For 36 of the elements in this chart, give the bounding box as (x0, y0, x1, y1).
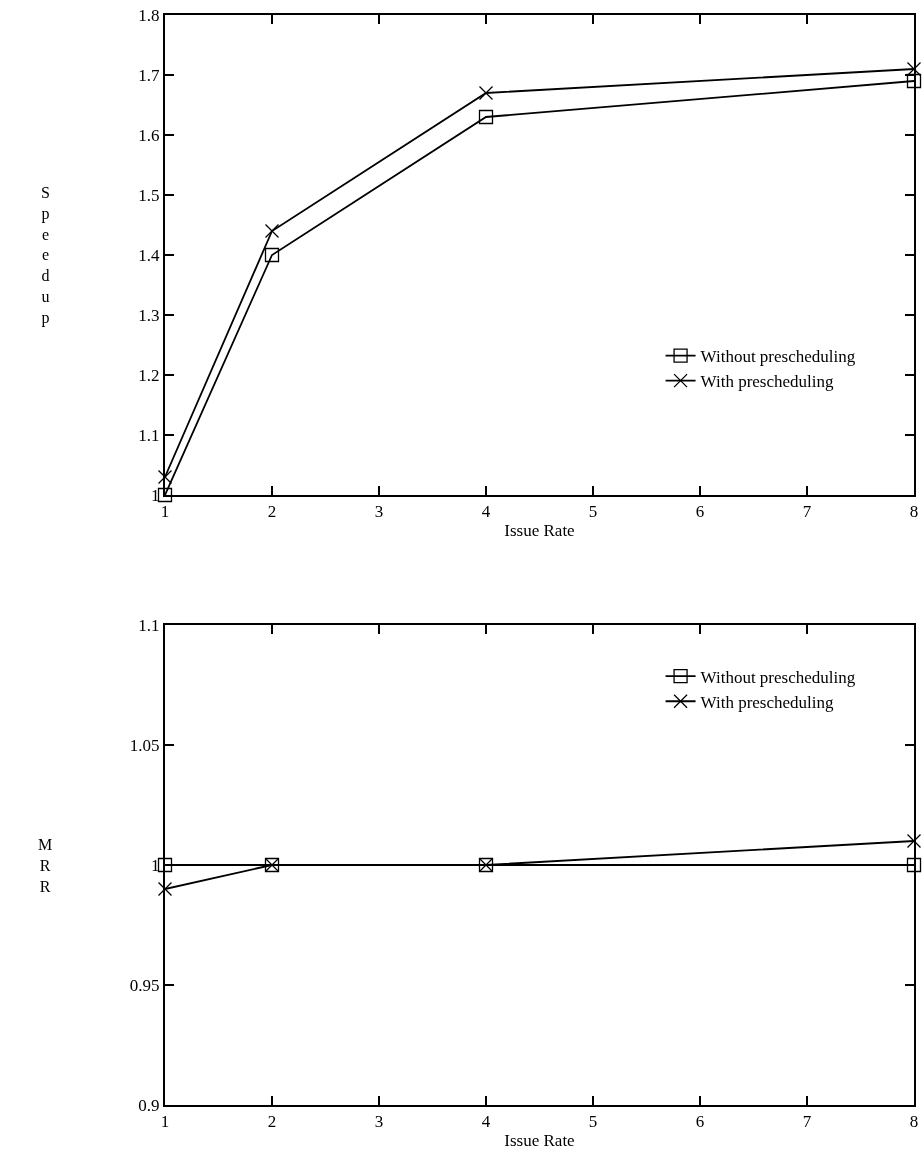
x-tick-label: 8 (909, 502, 919, 522)
legend-label: Without prescheduling (700, 347, 856, 367)
x-tick-label: 4 (481, 1112, 491, 1132)
y-axis-title: MRR (38, 836, 53, 895)
y-tick-label: 1 (151, 485, 160, 505)
y-tick-label: 0.9 (138, 1095, 160, 1115)
y-tick-label: 1.1 (138, 425, 160, 445)
y-tick-label: 1.3 (138, 305, 160, 325)
y-tick-label: 1.7 (138, 65, 161, 85)
x-axis-title: Issue Rate (504, 1131, 575, 1150)
y-tick-label: 1.6 (138, 125, 160, 145)
y-tick-label: 1.5 (138, 185, 160, 205)
y-tick-label: 0.95 (129, 975, 160, 995)
x-tick-label: 2 (267, 1112, 277, 1132)
x-tick-label: 3 (374, 502, 384, 522)
y-tick-label: 1.4 (138, 245, 161, 265)
x-tick-label: 6 (695, 1112, 705, 1132)
y-axis-title: Speedup (41, 184, 50, 327)
y-tick-label: 1.8 (138, 5, 160, 25)
legend-label: Without prescheduling (700, 667, 856, 687)
x-tick-label: 5 (588, 1112, 598, 1132)
y-tick-label: 1.1 (138, 615, 160, 635)
x-tick-label: 3 (374, 1112, 384, 1132)
x-tick-label: 7 (802, 502, 812, 522)
x-tick-label: 5 (588, 502, 598, 522)
x-axis-title: Issue Rate (504, 521, 575, 541)
y-tick-label: 1 (151, 855, 160, 875)
y-tick-label: 1.2 (138, 365, 160, 385)
x-tick-label: 7 (802, 1112, 812, 1132)
legend-label: With prescheduling (700, 692, 834, 712)
y-tick-label: 1.05 (129, 735, 160, 755)
legend-label: With prescheduling (700, 372, 834, 392)
x-tick-label: 8 (909, 1112, 919, 1132)
x-tick-label: 4 (481, 502, 491, 522)
x-tick-label: 6 (695, 502, 705, 522)
x-tick-label: 2 (267, 502, 277, 522)
